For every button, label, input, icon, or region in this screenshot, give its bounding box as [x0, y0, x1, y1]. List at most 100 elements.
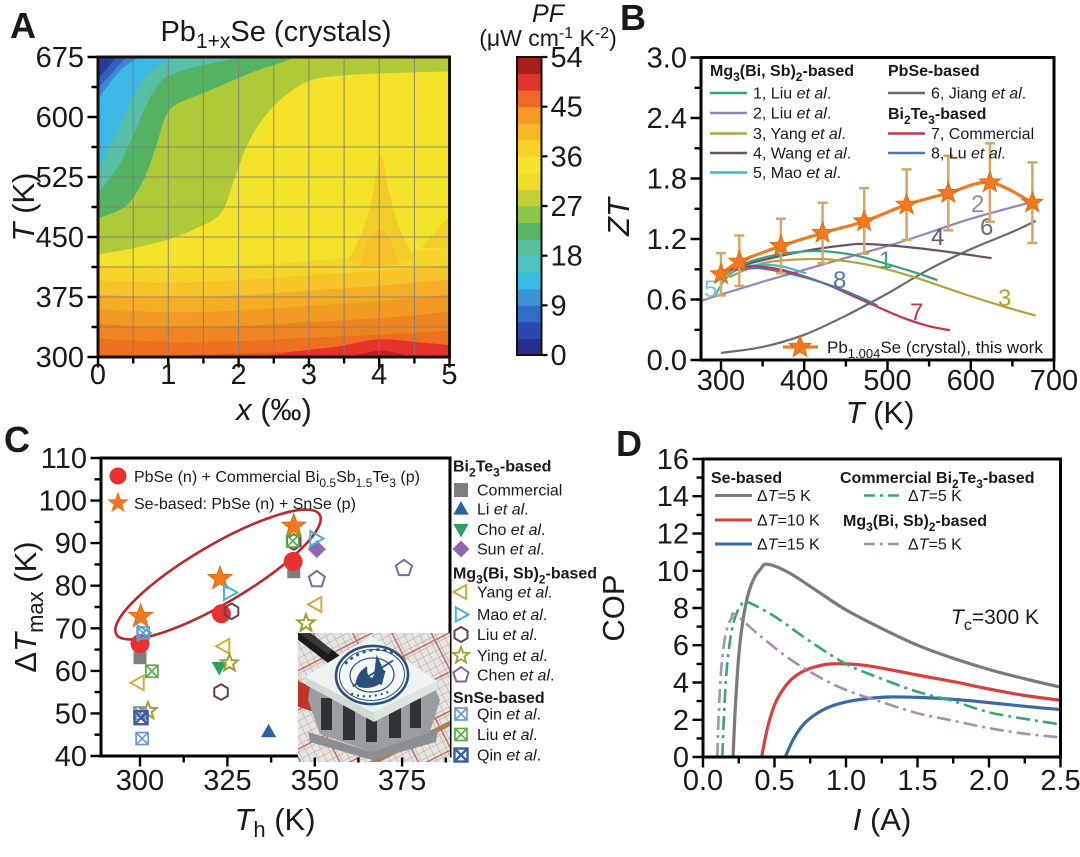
svg-text:300: 300	[116, 765, 164, 797]
svg-text:Mao et al.: Mao et al.	[477, 607, 547, 624]
svg-text:0.6: 0.6	[647, 285, 687, 317]
svg-text:2: 2	[673, 705, 689, 737]
svg-text:Qin et al.: Qin et al.	[477, 748, 541, 765]
svg-text:0: 0	[551, 340, 567, 372]
svg-text:0.0: 0.0	[683, 765, 723, 797]
svg-text:Chen et al.: Chen et al.	[477, 668, 554, 685]
svg-text:Mg3(Bi, Sb)2-based: Mg3(Bi, Sb)2-based	[710, 63, 854, 84]
svg-text:400: 400	[780, 365, 828, 397]
svg-text:4: 4	[673, 668, 689, 700]
svg-text:4: 4	[371, 359, 387, 391]
svg-text:0: 0	[90, 359, 106, 391]
svg-text:ΔT=10 K: ΔT=10 K	[757, 513, 820, 530]
svg-text:3.0: 3.0	[647, 43, 687, 75]
svg-text:ΔT=5 K: ΔT=5 K	[908, 488, 962, 505]
svg-text:325: 325	[203, 765, 251, 797]
svg-text:Se-based: PbSe (n) + SnSe (p): Se-based: PbSe (n) + SnSe (p)	[134, 496, 356, 513]
svg-text:T (K): T (K)	[6, 173, 41, 242]
svg-text:700: 700	[1030, 365, 1078, 397]
svg-text:110: 110	[41, 443, 87, 475]
svg-text:6: 6	[980, 214, 993, 241]
svg-text:Li et al.: Li et al.	[477, 502, 529, 519]
svg-text:Sun et al.: Sun et al.	[477, 542, 545, 559]
svg-text:COP: COP	[596, 574, 631, 641]
svg-text:450: 450	[36, 222, 84, 254]
svg-text:2.5: 2.5	[1040, 765, 1080, 797]
svg-text:3, Yang et al.: 3, Yang et al.	[753, 126, 846, 143]
svg-text:80: 80	[55, 571, 87, 603]
svg-text:500: 500	[863, 365, 911, 397]
svg-text:8: 8	[673, 593, 689, 625]
svg-text:6, Jiang et al.: 6, Jiang et al.	[931, 86, 1026, 103]
svg-text:27: 27	[551, 191, 583, 223]
svg-text:SnSe-based: SnSe-based	[453, 690, 545, 707]
svg-text:Ying et al.: Ying et al.	[477, 648, 548, 665]
svg-text:1.2: 1.2	[647, 224, 687, 256]
svg-text:2: 2	[971, 191, 984, 218]
svg-text:Mg3(Bi, Sb)2-based: Mg3(Bi, Sb)2-based	[843, 513, 987, 534]
svg-text:375: 375	[378, 765, 426, 797]
svg-text:(μW cm-1 K-2): (μW cm-1 K-2)	[479, 25, 617, 51]
svg-text:1.8: 1.8	[647, 164, 687, 196]
svg-text:36: 36	[551, 141, 583, 173]
svg-text:45: 45	[551, 92, 583, 124]
svg-text:70: 70	[55, 613, 87, 645]
svg-text:7, Commercial: 7, Commercial	[931, 126, 1034, 143]
svg-text:Commercial: Commercial	[477, 483, 562, 500]
svg-text:0.0: 0.0	[647, 345, 687, 377]
svg-text:Bi2Te3-based: Bi2Te3-based	[888, 106, 986, 127]
svg-text:90: 90	[55, 528, 87, 560]
svg-text:PbSe (n) + Commercial Bi0.5Sb1: PbSe (n) + Commercial Bi0.5Sb1.5Te3 (p)	[134, 469, 420, 490]
svg-text:100: 100	[39, 486, 87, 518]
svg-text:Cho et al.: Cho et al.	[477, 522, 546, 539]
svg-text:9: 9	[551, 290, 567, 322]
svg-text:350: 350	[291, 765, 339, 797]
svg-text:Liu et al.: Liu et al.	[477, 627, 538, 644]
svg-text:PF: PF	[532, 0, 566, 28]
svg-text:D: D	[616, 423, 642, 464]
svg-text:ΔT=15 K: ΔT=15 K	[757, 537, 820, 554]
svg-text:6: 6	[673, 630, 689, 662]
svg-text:16: 16	[657, 444, 689, 476]
svg-text:PbSe-based: PbSe-based	[888, 63, 980, 80]
svg-text:3: 3	[301, 359, 317, 391]
svg-text:1: 1	[160, 359, 176, 391]
svg-text:600: 600	[947, 365, 995, 397]
svg-text:C: C	[4, 419, 30, 460]
svg-text:1.0: 1.0	[826, 765, 866, 797]
svg-text:12: 12	[657, 519, 689, 551]
svg-text:Qin et al.: Qin et al.	[477, 707, 541, 724]
svg-text:4, Wang et al.: 4, Wang et al.	[753, 146, 851, 163]
svg-text:60: 60	[55, 656, 87, 688]
svg-text:600: 600	[36, 102, 84, 134]
svg-text:5: 5	[441, 359, 457, 391]
svg-text:ZT: ZT	[601, 196, 636, 237]
svg-text:50: 50	[55, 698, 87, 730]
svg-text:5: 5	[704, 276, 717, 303]
svg-text:1.5: 1.5	[897, 765, 937, 797]
svg-text:7: 7	[910, 299, 923, 326]
svg-text:0: 0	[673, 742, 689, 774]
svg-text:675: 675	[36, 42, 84, 74]
svg-text:Commercial Bi2Te3-based: Commercial Bi2Te3-based	[840, 470, 1034, 491]
svg-text:8: 8	[833, 267, 846, 294]
svg-text:54: 54	[551, 42, 583, 74]
svg-text:10: 10	[657, 556, 689, 588]
svg-text:Th (K): Th (K)	[234, 802, 315, 842]
svg-text:Se-based: Se-based	[711, 470, 782, 487]
svg-text:Mg3(Bi, Sb)2-based: Mg3(Bi, Sb)2-based	[453, 566, 597, 587]
svg-text:Yang et al.: Yang et al.	[477, 585, 552, 602]
svg-text:B: B	[620, 0, 646, 38]
svg-text:1: 1	[879, 247, 892, 274]
svg-text:8, Lu et al.: 8, Lu et al.	[931, 146, 1006, 163]
svg-text:2.4: 2.4	[647, 103, 687, 135]
svg-text:3: 3	[998, 285, 1011, 312]
svg-text:ΔT=5 K: ΔT=5 K	[757, 488, 811, 505]
svg-text:T (K): T (K)	[846, 395, 915, 430]
svg-text:0.5: 0.5	[754, 765, 794, 797]
svg-text:18: 18	[551, 241, 583, 273]
svg-text:I (A): I (A)	[853, 802, 912, 837]
svg-text:Liu et al.: Liu et al.	[477, 727, 538, 744]
svg-text:300: 300	[36, 342, 84, 374]
svg-text:14: 14	[657, 481, 689, 513]
